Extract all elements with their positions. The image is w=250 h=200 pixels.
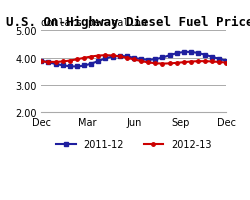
Line: 2012-13: 2012-13: [40, 54, 227, 66]
2012-13: [153, 63, 156, 65]
2012-13: [224, 62, 227, 64]
2012-13: [40, 61, 43, 63]
2011-12: [224, 60, 227, 63]
Text: dollars per gallon: dollars per gallon: [41, 18, 146, 28]
2012-13: [189, 61, 192, 63]
2012-13: [167, 63, 170, 65]
2011-12: [153, 59, 156, 61]
2011-12: [189, 52, 192, 54]
2011-12: [164, 56, 167, 58]
2011-12: [185, 51, 188, 54]
2011-12: [160, 57, 163, 59]
Line: 2011-12: 2011-12: [40, 51, 227, 69]
2011-12: [72, 66, 74, 68]
2011-12: [40, 60, 43, 63]
Legend: 2011-12, 2012-13: 2011-12, 2012-13: [52, 135, 214, 153]
2011-12: [93, 62, 96, 64]
2012-13: [160, 63, 163, 65]
2012-13: [104, 55, 106, 57]
2012-13: [89, 56, 92, 58]
2012-13: [164, 63, 167, 65]
2012-13: [150, 62, 153, 65]
2011-12: [150, 59, 153, 61]
Title: U.S. On-Highway Diesel Fuel Prices: U.S. On-Highway Diesel Fuel Prices: [6, 15, 250, 28]
